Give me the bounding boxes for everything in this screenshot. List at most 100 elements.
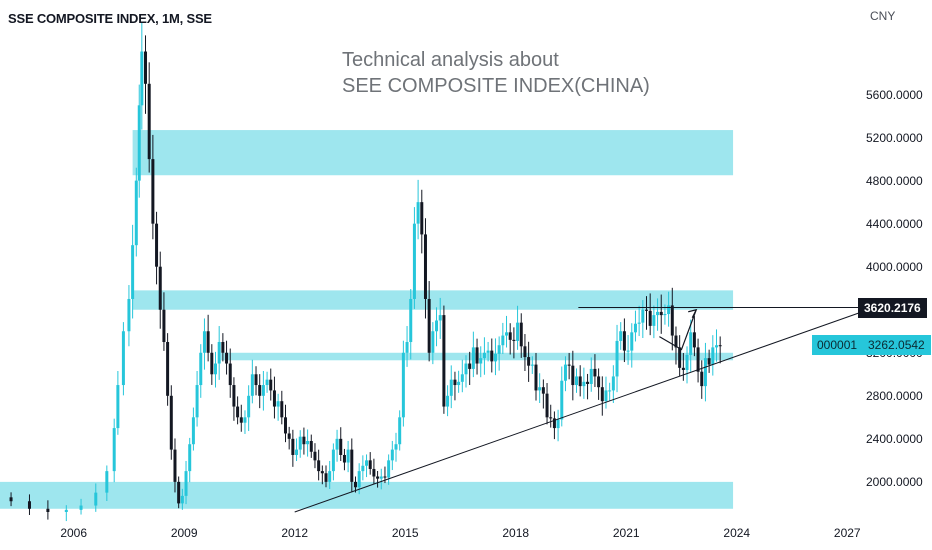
candle-body xyxy=(420,202,424,235)
candle-body xyxy=(94,492,98,506)
candle-body xyxy=(497,345,501,354)
candle-body xyxy=(199,352,203,386)
candle-body xyxy=(516,322,520,341)
candle-body xyxy=(372,468,376,477)
candle-body xyxy=(438,315,442,321)
candle-body xyxy=(46,508,50,512)
candle-body xyxy=(685,354,689,370)
candle-body xyxy=(681,367,685,370)
candle-body xyxy=(663,314,667,316)
candlestick-series xyxy=(9,22,722,522)
candle-body xyxy=(398,417,402,445)
candle-body xyxy=(656,311,660,316)
candle-body xyxy=(449,379,453,396)
candle-body xyxy=(505,332,509,336)
candle-body xyxy=(637,322,641,324)
candle-body xyxy=(696,347,700,372)
candle-body xyxy=(409,298,413,343)
candle-body xyxy=(545,393,549,418)
candle-body xyxy=(416,202,420,224)
zone-rect xyxy=(132,290,734,310)
support-trendline xyxy=(294,311,863,513)
candle-body xyxy=(667,305,671,315)
y-tick-label: 4000.0000 xyxy=(866,259,923,274)
candle-body xyxy=(79,505,83,510)
candle-body xyxy=(202,331,206,353)
candle-body xyxy=(368,460,372,469)
candle-body xyxy=(560,380,564,420)
candle-body xyxy=(195,385,199,418)
candle-body xyxy=(600,387,604,402)
candle-body xyxy=(611,376,615,391)
candle-body xyxy=(331,449,335,472)
candle-body xyxy=(519,322,523,347)
arrow-head-icon xyxy=(688,308,698,319)
candle-body xyxy=(232,385,236,407)
candle-body xyxy=(479,358,483,364)
candle-body xyxy=(527,357,531,366)
candle-body xyxy=(155,223,159,267)
candle-body xyxy=(269,379,273,391)
candle-body xyxy=(379,476,383,479)
candle-body xyxy=(291,438,295,455)
currency-label: CNY xyxy=(870,9,896,23)
candle-body xyxy=(206,331,210,353)
candle-body xyxy=(718,345,722,347)
candle-body xyxy=(317,460,321,472)
candle-body xyxy=(353,481,357,488)
candle-body xyxy=(254,374,258,386)
candle-body xyxy=(486,350,490,353)
candle-body xyxy=(258,385,262,396)
y-tick-label: 5200.0000 xyxy=(866,130,923,145)
candle-body xyxy=(27,501,31,509)
candle-body xyxy=(320,471,324,474)
candle-body xyxy=(342,454,346,463)
candle-body xyxy=(659,311,663,316)
candle-body xyxy=(427,298,431,353)
candle-body xyxy=(597,376,601,388)
candle-body xyxy=(295,449,299,455)
support-resistance-zones xyxy=(0,130,734,509)
candle-body xyxy=(324,473,328,482)
x-tick-label: 2012 xyxy=(281,526,309,540)
candle-body xyxy=(589,368,593,384)
candle-body xyxy=(457,381,461,386)
candle-body xyxy=(563,364,567,381)
candle-body xyxy=(250,374,254,396)
candle-body xyxy=(471,347,475,369)
chart-annotation: Technical analysis about SEE COMPOSITE I… xyxy=(342,47,650,99)
candle-body xyxy=(64,509,68,512)
candle-body xyxy=(287,433,291,439)
candle-body xyxy=(482,352,486,359)
candle-body xyxy=(711,347,715,365)
candle-body xyxy=(619,331,623,341)
candle-body xyxy=(552,418,556,429)
candle-body xyxy=(678,347,682,368)
candle-body xyxy=(703,358,707,387)
candle-body xyxy=(221,342,225,353)
x-tick-label: 2015 xyxy=(391,526,419,540)
candle-body xyxy=(376,476,380,479)
candle-body xyxy=(357,471,361,488)
candle-body xyxy=(112,428,116,472)
candle-body xyxy=(490,350,494,362)
candle-body xyxy=(217,342,221,364)
candle-body xyxy=(390,449,394,461)
x-tick-label: 2021 xyxy=(612,526,640,540)
candle-body xyxy=(225,352,229,364)
candle-body xyxy=(652,315,656,326)
candle-body xyxy=(350,449,354,482)
candle-body xyxy=(401,352,405,418)
candle-body xyxy=(121,331,125,386)
candle-body xyxy=(339,438,343,455)
chart-symbol-title: SSE COMPOSITE INDEX, 1M, SSE xyxy=(8,11,212,26)
candle-body xyxy=(615,340,619,377)
candle-body xyxy=(608,390,612,392)
projection-arrow-path xyxy=(659,309,697,351)
candle-body xyxy=(365,460,369,466)
candle-body xyxy=(188,444,192,472)
y-tick-label: 2000.0000 xyxy=(866,474,923,489)
candle-body xyxy=(309,440,313,452)
candle-body xyxy=(468,363,472,369)
